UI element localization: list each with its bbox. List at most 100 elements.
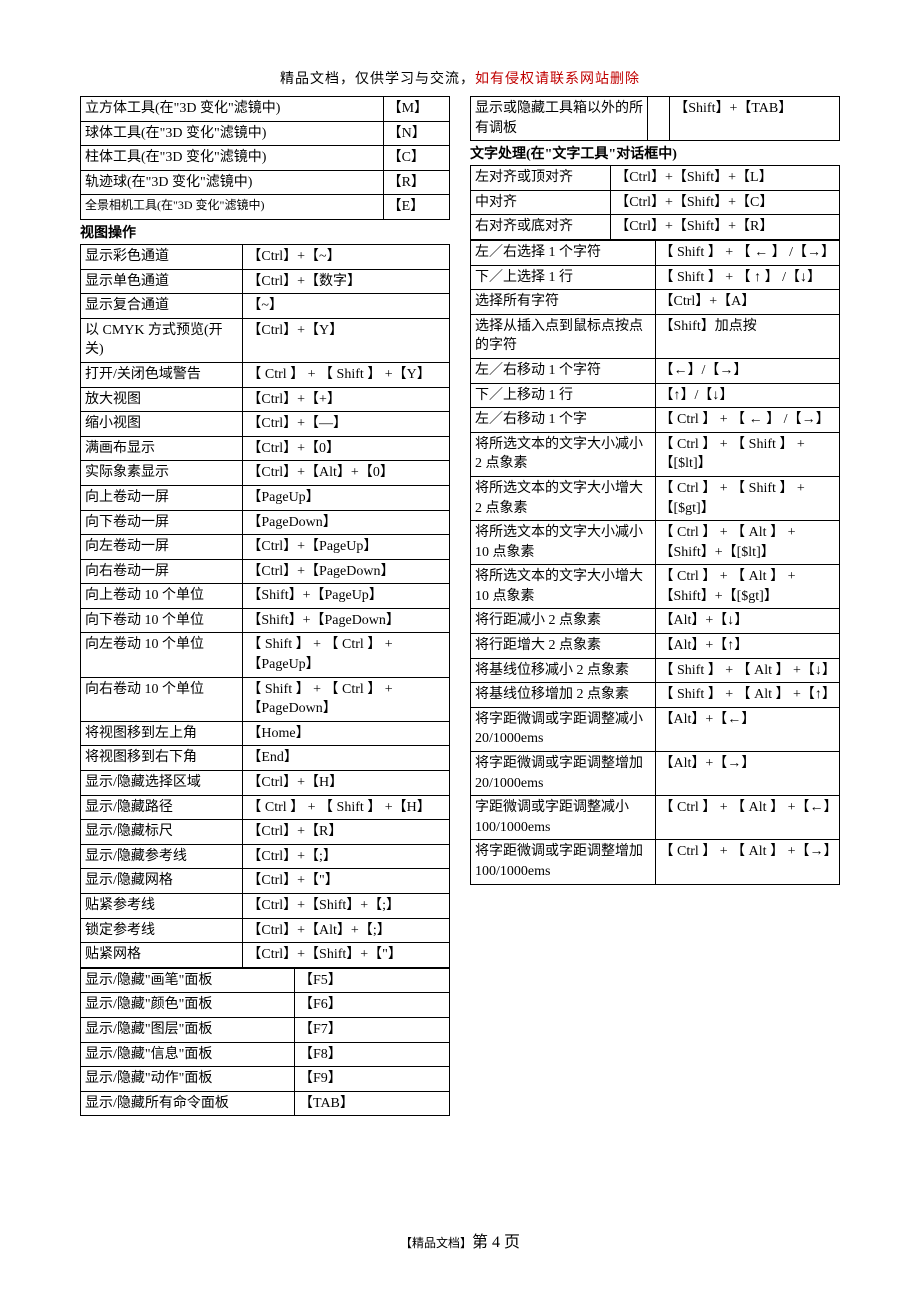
cell-key: 【F6】 bbox=[295, 993, 450, 1018]
table-row: 轨迹球(在"3D 变化"滤镜中)【R】 bbox=[81, 170, 450, 195]
cell-name: 以 CMYK 方式预览(开关) bbox=[81, 318, 243, 362]
cell-name: 贴紧网格 bbox=[81, 943, 243, 968]
cell-key: 【Ctrl】+【Shift】+【R】 bbox=[611, 215, 840, 240]
cell-key: 【Ctrl】+【Shift】+【"】 bbox=[243, 943, 450, 968]
header-red: 如有侵权请联系网站删除 bbox=[475, 72, 640, 87]
cell-name: 显示/隐藏标尺 bbox=[81, 820, 243, 845]
cell-name: 将视图移到左上角 bbox=[81, 721, 243, 746]
table-row: 满画布显示【Ctrl】+【0】 bbox=[81, 436, 450, 461]
table-row: 将所选文本的文字大小增大 2 点象素【 Ctrl 】 + 【 Shift 】 +… bbox=[471, 476, 840, 520]
table-row: 显示/隐藏网格【Ctrl】+【"】 bbox=[81, 869, 450, 894]
cell-key: 【Ctrl】+【"】 bbox=[243, 869, 450, 894]
cell-key: 【 Ctrl 】 + 【 Alt 】 +【→】 bbox=[655, 840, 840, 884]
cell-key: 【Ctrl】+【PageDown】 bbox=[243, 559, 450, 584]
cell-key: 【Alt】+【↓】 bbox=[655, 609, 840, 634]
table-row: 锁定参考线【Ctrl】+【Alt】+【;】 bbox=[81, 918, 450, 943]
table-row: 左对齐或顶对齐【Ctrl】+【Shift】+【L】 bbox=[471, 166, 840, 191]
cell-name: 显示/隐藏选择区域 bbox=[81, 771, 243, 796]
cell-key: 【F5】 bbox=[295, 968, 450, 993]
cell-key: 【 Ctrl 】 + 【 Shift 】 +【[$lt]】 bbox=[655, 432, 840, 476]
cell-key: 【F8】 bbox=[295, 1042, 450, 1067]
footer-page: 第 4 页 bbox=[472, 1234, 520, 1251]
table-row: 将基线位移减小 2 点象素【 Shift 】 + 【 Alt 】 +【↓】 bbox=[471, 658, 840, 683]
table-row: 左／右移动 1 个字【 Ctrl 】 + 【 ← 】 /【→】 bbox=[471, 408, 840, 433]
cell-key: 【Ctrl】+【Shift】+【C】 bbox=[611, 190, 840, 215]
cell-name: 下／上移动 1 行 bbox=[471, 383, 656, 408]
panels-table: 显示/隐藏"画笔"面板【F5】显示/隐藏"颜色"面板【F6】显示/隐藏"图层"面… bbox=[80, 968, 450, 1117]
table-row: 将行距减小 2 点象素【Alt】+【↓】 bbox=[471, 609, 840, 634]
table-row: 球体工具(在"3D 变化"滤镜中)【N】 bbox=[81, 121, 450, 146]
cell-name: 将行距增大 2 点象素 bbox=[471, 634, 656, 659]
cell-key: 【N】 bbox=[383, 121, 449, 146]
cell-name: 向右卷动一屏 bbox=[81, 559, 243, 584]
cell-key: 【Ctrl】+【;】 bbox=[243, 844, 450, 869]
cell-name: 选择所有字符 bbox=[471, 290, 656, 315]
cell-key: 【 Ctrl 】 + 【 Shift 】 +【Y】 bbox=[243, 362, 450, 387]
cell-name: 左／右移动 1 个字符 bbox=[471, 358, 656, 383]
table-row: 左／右移动 1 个字符【←】/【→】 bbox=[471, 358, 840, 383]
table-row: 将字距微调或字距调整减小 20/1000ems【Alt】+【←】 bbox=[471, 707, 840, 751]
table-row: 显示/隐藏"动作"面板【F9】 bbox=[81, 1067, 450, 1092]
cell-name: 显示/隐藏路径 bbox=[81, 795, 243, 820]
table-row: 向左卷动一屏【Ctrl】+【PageUp】 bbox=[81, 535, 450, 560]
cell-name: 显示复合通道 bbox=[81, 294, 243, 319]
table-row: 选择所有字符【Ctrl】+【A】 bbox=[471, 290, 840, 315]
cell-key: 【Shift】+【PageDown】 bbox=[243, 608, 450, 633]
table-row: 打开/关闭色域警告【 Ctrl 】 + 【 Shift 】 +【Y】 bbox=[81, 362, 450, 387]
table-row: 显示或隐藏工具箱以外的所有调板 【Shift】+【TAB】 bbox=[471, 97, 840, 141]
cell-name: 显示/隐藏"动作"面板 bbox=[81, 1067, 295, 1092]
table-row: 将行距增大 2 点象素【Alt】+【↑】 bbox=[471, 634, 840, 659]
table-row: 选择从插入点到鼠标点按点的字符【Shift】加点按 bbox=[471, 314, 840, 358]
cell-name: 打开/关闭色域警告 bbox=[81, 362, 243, 387]
table-row: 贴紧网格【Ctrl】+【Shift】+【"】 bbox=[81, 943, 450, 968]
cell-name: 显示/隐藏参考线 bbox=[81, 844, 243, 869]
cell-name: 显示单色通道 bbox=[81, 269, 243, 294]
cell-key: 【 Ctrl 】 + 【 ← 】 /【→】 bbox=[655, 408, 840, 433]
table-row: 向下卷动 10 个单位【Shift】+【PageDown】 bbox=[81, 608, 450, 633]
cell-name: 将基线位移增加 2 点象素 bbox=[471, 683, 656, 708]
cell-key: 【↑】/【↓】 bbox=[655, 383, 840, 408]
cell-name: 中对齐 bbox=[471, 190, 611, 215]
table-row: 贴紧参考线【Ctrl】+【Shift】+【;】 bbox=[81, 894, 450, 919]
table-row: 中对齐【Ctrl】+【Shift】+【C】 bbox=[471, 190, 840, 215]
cell-name: 向右卷动 10 个单位 bbox=[81, 677, 243, 721]
table-row: 向上卷动 10 个单位【Shift】+【PageUp】 bbox=[81, 584, 450, 609]
cell-key: 【Alt】+【←】 bbox=[655, 707, 840, 751]
content: 立方体工具(在"3D 变化"滤镜中)【M】球体工具(在"3D 变化"滤镜中)【N… bbox=[0, 96, 920, 1116]
cell-key: 【Ctrl】+【0】 bbox=[243, 436, 450, 461]
table-row: 全景相机工具(在"3D 变化"滤镜中)【E】 bbox=[81, 195, 450, 220]
table-row: 显示彩色通道【Ctrl】+【~】 bbox=[81, 244, 450, 269]
cell-name: 字距微调或字距调整减小 100/1000ems bbox=[471, 796, 656, 840]
cell-key: 【Ctrl】+【Shift】+【;】 bbox=[243, 894, 450, 919]
cell-name: 向上卷动一屏 bbox=[81, 485, 243, 510]
cell-name: 左／右移动 1 个字 bbox=[471, 408, 656, 433]
table-row: 显示/隐藏标尺【Ctrl】+【R】 bbox=[81, 820, 450, 845]
table-row: 将所选文本的文字大小增大 10 点象素【 Ctrl 】 + 【 Alt 】 +【… bbox=[471, 565, 840, 609]
table-row: 显示/隐藏选择区域【Ctrl】+【H】 bbox=[81, 771, 450, 796]
left-column: 立方体工具(在"3D 变化"滤镜中)【M】球体工具(在"3D 变化"滤镜中)【N… bbox=[80, 96, 450, 1116]
cell-key: 【 Shift 】 + 【 Ctrl 】 +【PageDown】 bbox=[243, 677, 450, 721]
cell-name: 将基线位移减小 2 点象素 bbox=[471, 658, 656, 683]
cell-name: 球体工具(在"3D 变化"滤镜中) bbox=[81, 121, 384, 146]
cell-key: 【 Shift 】 + 【 Alt 】 +【↓】 bbox=[655, 658, 840, 683]
cell-name: 柱体工具(在"3D 变化"滤镜中) bbox=[81, 146, 384, 171]
cell-key: 【Shift】加点按 bbox=[655, 314, 840, 358]
cell-key: 【Home】 bbox=[243, 721, 450, 746]
cell-key: 【M】 bbox=[383, 97, 449, 122]
table-row: 立方体工具(在"3D 变化"滤镜中)【M】 bbox=[81, 97, 450, 122]
cell-key: 【 Ctrl 】 + 【 Alt 】 +【Shift】+【[$gt]】 bbox=[655, 565, 840, 609]
cell-name: 将视图移到右下角 bbox=[81, 746, 243, 771]
cell-key: 【End】 bbox=[243, 746, 450, 771]
cell-key: 【Ctrl】+【A】 bbox=[655, 290, 840, 315]
table-row: 显示/隐藏所有命令面板【TAB】 bbox=[81, 1091, 450, 1116]
cell-name: 轨迹球(在"3D 变化"滤镜中) bbox=[81, 170, 384, 195]
cell-key: 【Alt】+【↑】 bbox=[655, 634, 840, 659]
cell-key: 【Shift】+【PageUp】 bbox=[243, 584, 450, 609]
page-footer: 【精品文档】第 4 页 bbox=[0, 1228, 920, 1252]
view-table: 显示彩色通道【Ctrl】+【~】显示单色通道【Ctrl】+【数字】显示复合通道【… bbox=[80, 244, 450, 968]
cell-name: 将所选文本的文字大小增大 10 点象素 bbox=[471, 565, 656, 609]
cell-name: 显示/隐藏"颜色"面板 bbox=[81, 993, 295, 1018]
table-row: 向右卷动 10 个单位【 Shift 】 + 【 Ctrl 】 +【PageDo… bbox=[81, 677, 450, 721]
cell-key: 【Ctrl】+【数字】 bbox=[243, 269, 450, 294]
cell-key: 【C】 bbox=[383, 146, 449, 171]
